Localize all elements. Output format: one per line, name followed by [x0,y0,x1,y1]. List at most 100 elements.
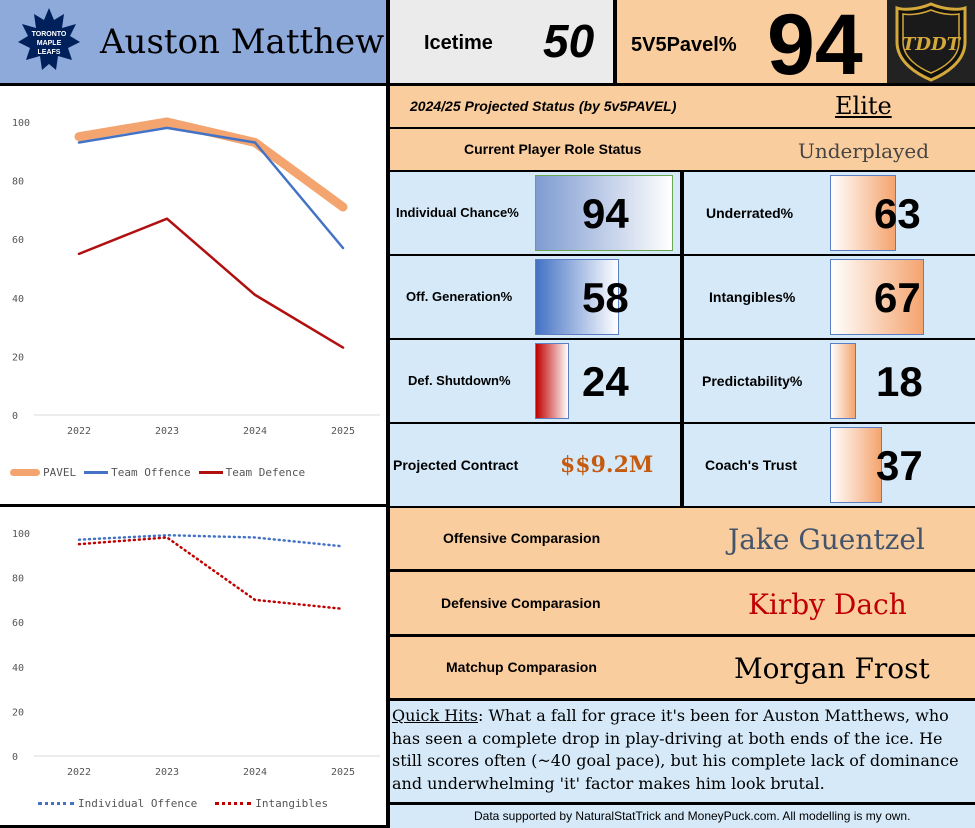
legend-label-intangibles: Intangibles [255,797,329,810]
metric-projected-contract: Projected Contract $$9.2M [390,424,680,506]
legend-swatch-defence [198,471,223,474]
projected-status-label: 2024/25 Projected Status (by 5v5PAVEL) [410,98,677,114]
footer-row: Data supported by NaturalStatTrick and M… [390,805,975,828]
chart1-legend: PAVEL Team Offence Team Defence [10,466,305,479]
comparison-label: Defensive Comparasion [441,595,601,611]
x-tick-label: 2023 [155,426,179,437]
metric-def-shutdown: Def. Shutdown% 24 [390,340,680,422]
metric-value: 58 [582,274,629,321]
role-status-label: Current Player Role Status [464,141,642,157]
contract-value: $$9.2M [560,452,654,478]
metric-value: 18 [876,358,923,405]
metric-intangibles: Intangibles% 67 [684,256,975,338]
metric-bar [535,259,619,335]
player-header: TORONTO MAPLE LEAFS Auston Matthews [0,0,386,83]
svg-text:MAPLE: MAPLE [37,40,62,47]
metric-bar [830,427,882,503]
quick-hits-text: : What a fall for grace it's been for Au… [392,706,959,793]
legend-label-pavel: PAVEL [43,466,77,479]
series-line-team-offence [77,126,345,250]
metric-bar [830,175,896,251]
y-tick-label: 80 [12,177,24,188]
team-logo: TORONTO MAPLE LEAFS [16,6,82,78]
chart-panel-bottom: 0 20 40 60 80 100 2022 2023 2024 2025 Individual … [0,507,386,825]
legend-swatch-individual [38,802,74,805]
metric-bar [535,175,673,251]
series-line-individual-offence [77,533,345,548]
x-tick-label: 2025 [331,767,355,778]
legend-label-defence: Team Defence [225,466,306,479]
y-tick-label: 20 [12,707,24,718]
metric-bar [830,343,856,419]
role-status-row: Current Player Role Status Underplayed [390,129,975,170]
y-tick-label: 60 [12,235,24,246]
y-tick-label: 0 [12,411,18,422]
metric-value: 67 [874,274,921,321]
y-tick-label: 100 [12,529,30,540]
series-line-pavel [74,117,348,212]
metric-coach-trust: Coach's Trust 37 [684,424,975,506]
player-name: Auston Matthews [100,22,386,62]
metric-off-generation: Off. Generation% 58 [390,256,680,338]
defensive-comparison-row: Defensive Comparasion Kirby Dach [390,572,975,634]
metric-underrated: Underrated% 63 [684,172,975,254]
metric-value: 24 [582,358,629,405]
legend-swatch-intangibles [215,802,252,805]
y-tick-label: 40 [12,294,24,305]
team-chart: 0 20 40 60 80 100 2022 2023 2024 2025 [12,117,380,437]
metric-label: Coach's Trust [705,457,798,473]
league-logo-text: TDDT [902,34,962,55]
legend-label-offence: Team Offence [111,466,191,479]
svg-text:LEAFS: LEAFS [38,49,61,56]
role-status-value: Underplayed [798,139,929,163]
chart-panel-top: 0 20 40 60 80 100 2022 2023 2024 2025 PAVEL Team … [0,86,386,504]
projected-status-value: Elite [835,92,892,120]
pavel-box: 5V5Pavel% 94 [617,0,887,83]
icetime-box: Icetime 50 [390,0,613,83]
icetime-label: Icetime [424,32,493,54]
icetime-value: 50 [543,15,595,67]
individual-chart: 0 20 40 60 80 100 2022 2023 2024 2025 [12,529,380,778]
x-tick-label: 2024 [243,426,267,437]
comparison-value: Jake Guentzel [728,523,925,556]
comparison-label: Matchup Comparasion [446,659,597,675]
quick-hits-title: Quick Hits [392,706,478,725]
legend-swatch-pavel [10,469,40,476]
comparison-value: Morgan Frost [734,652,930,685]
metric-label: Projected Contract [393,457,519,473]
footer-text: Data supported by NaturalStatTrick and M… [474,809,911,823]
metric-predictability: Predictability% 18 [684,340,975,422]
x-tick-label: 2024 [243,767,267,778]
y-tick-label: 80 [12,574,24,585]
metric-value: 63 [874,190,921,237]
series-line-intangibles [77,536,345,611]
y-tick-label: 100 [12,118,30,129]
metric-label: Intangibles% [709,289,796,305]
comparison-label: Offensive Comparasion [443,530,601,546]
comparison-value: Kirby Dach [748,588,907,621]
y-tick-label: 40 [12,663,24,674]
legend-label-individual: Individual Offence [78,797,198,810]
logo-text-toronto: TORONTO [32,31,67,38]
league-shield-icon: TDDT [895,2,967,82]
x-tick-label: 2022 [67,426,91,437]
metric-label: Underrated% [706,205,794,221]
league-logo-box: TDDT [887,0,975,83]
metric-value: 94 [582,190,629,237]
metric-value: 37 [876,442,923,489]
y-tick-label: 20 [12,352,24,363]
x-tick-label: 2025 [331,426,355,437]
metric-label: Off. Generation% [406,289,513,304]
metric-individual-chance: Individual Chance% 94 [390,172,680,254]
quick-hits-box: Quick Hits: What a fall for grace it's b… [390,701,975,802]
legend-swatch-offence [84,471,109,474]
y-tick-label: 60 [12,618,24,629]
pavel-label: 5V5Pavel% [631,34,737,56]
metric-label: Predictability% [702,373,803,389]
metric-label: Individual Chance% [396,205,519,220]
x-tick-label: 2022 [67,767,91,778]
offensive-comparison-row: Offensive Comparasion Jake Guentzel [390,508,975,569]
series-line-team-defence [77,217,345,349]
matchup-comparison-row: Matchup Comparasion Morgan Frost [390,637,975,698]
projected-status-row: 2024/25 Projected Status (by 5v5PAVEL) E… [390,86,975,127]
